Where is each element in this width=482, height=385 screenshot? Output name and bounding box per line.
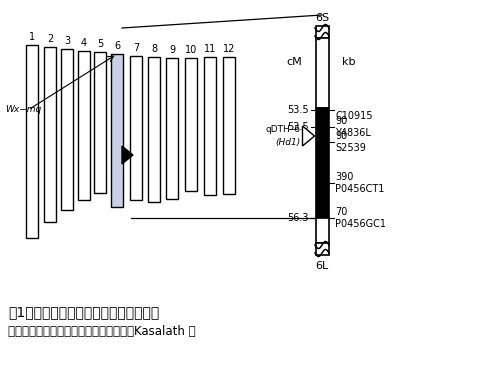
Text: S2539: S2539 bbox=[335, 143, 366, 153]
Text: cM: cM bbox=[286, 57, 302, 67]
Text: Y4836L: Y4836L bbox=[335, 128, 371, 138]
Text: 2: 2 bbox=[47, 34, 53, 44]
Bar bbox=[166, 58, 178, 199]
Text: 70: 70 bbox=[335, 207, 348, 217]
Text: 図1．ミルキーサマーのグラフ遣伝子型: 図1．ミルキーサマーのグラフ遣伝子型 bbox=[8, 305, 159, 319]
Text: 53.5: 53.5 bbox=[287, 105, 308, 115]
Text: kb: kb bbox=[342, 57, 356, 67]
Bar bbox=[61, 49, 73, 210]
Bar bbox=[78, 51, 90, 200]
Bar bbox=[26, 45, 38, 238]
Bar bbox=[130, 56, 142, 200]
Text: 90: 90 bbox=[335, 116, 348, 126]
Bar bbox=[204, 57, 216, 195]
Text: 3: 3 bbox=[64, 36, 70, 46]
Text: 56.3: 56.3 bbox=[287, 213, 308, 223]
Text: 5: 5 bbox=[97, 39, 103, 49]
Text: 4: 4 bbox=[81, 38, 87, 48]
Text: 53.5: 53.5 bbox=[287, 122, 308, 132]
Bar bbox=[316, 243, 329, 255]
Bar bbox=[44, 47, 56, 222]
Text: 白領域；ミルキークイーン型、黒領域；Kasalath 型: 白領域；ミルキークイーン型、黒領域；Kasalath 型 bbox=[8, 325, 196, 338]
Text: (Hd1): (Hd1) bbox=[275, 138, 300, 147]
Text: P0456CT1: P0456CT1 bbox=[335, 184, 385, 194]
Text: 10: 10 bbox=[185, 45, 197, 55]
Bar bbox=[316, 218, 329, 243]
Bar bbox=[148, 57, 160, 202]
Bar bbox=[316, 38, 329, 108]
Text: 6S: 6S bbox=[315, 13, 329, 23]
Bar bbox=[316, 26, 329, 38]
Text: 90: 90 bbox=[335, 131, 348, 141]
Bar bbox=[111, 54, 123, 207]
Text: 6: 6 bbox=[114, 41, 120, 51]
Text: 6L: 6L bbox=[315, 261, 329, 271]
Bar bbox=[185, 58, 197, 191]
Text: C10915: C10915 bbox=[335, 111, 373, 121]
Text: qDTH–6: qDTH–6 bbox=[266, 125, 300, 134]
Text: 8: 8 bbox=[151, 44, 157, 54]
Text: 1: 1 bbox=[29, 32, 35, 42]
Polygon shape bbox=[303, 126, 314, 146]
Text: Wx−mq: Wx−mq bbox=[5, 105, 41, 114]
Bar bbox=[316, 108, 329, 218]
Text: 9: 9 bbox=[169, 45, 175, 55]
Text: 11: 11 bbox=[204, 44, 216, 54]
Bar bbox=[223, 57, 235, 194]
Text: 390: 390 bbox=[335, 172, 354, 182]
Bar bbox=[94, 52, 106, 193]
Polygon shape bbox=[122, 146, 133, 164]
Text: P0456GC1: P0456GC1 bbox=[335, 219, 387, 229]
Text: 7: 7 bbox=[133, 43, 139, 53]
Text: 12: 12 bbox=[223, 44, 235, 54]
